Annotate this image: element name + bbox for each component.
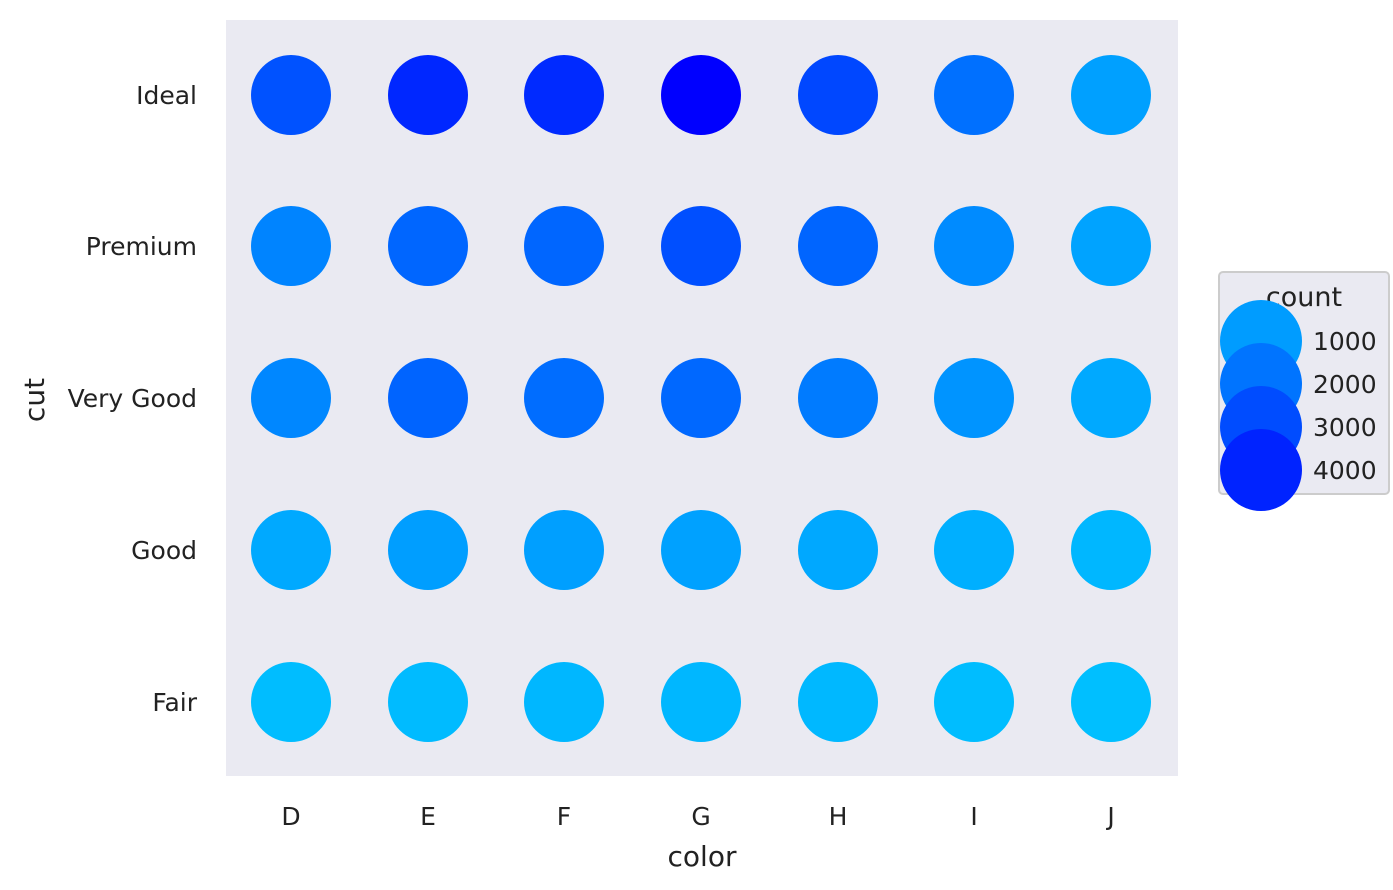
y-tick-labels: Ideal Premium Very Good Good Fair: [68, 81, 198, 717]
point-H-ideal: [798, 55, 878, 135]
points-layer: [251, 55, 1151, 742]
legend-entries: 1000 2000 3000 4000: [1220, 300, 1377, 511]
point-G-fair: [661, 662, 741, 742]
point-H-fair: [798, 662, 878, 742]
y-axis-title: cut: [18, 378, 51, 422]
point-D-very-good: [251, 358, 331, 438]
x-tick-label: E: [420, 802, 436, 831]
y-tick-label: Good: [131, 536, 197, 565]
point-I-fair: [934, 662, 1014, 742]
point-E-premium: [388, 206, 468, 286]
point-D-premium: [251, 206, 331, 286]
legend-label: 3000: [1313, 413, 1377, 442]
point-F-ideal: [524, 55, 604, 135]
point-I-premium: [934, 206, 1014, 286]
point-G-good: [661, 510, 741, 590]
y-tick-label: Fair: [152, 688, 197, 717]
legend-label: 1000: [1313, 327, 1377, 356]
y-tick-label: Very Good: [68, 384, 197, 413]
point-F-good: [524, 510, 604, 590]
x-tick-label: I: [970, 802, 977, 831]
legend-label: 4000: [1313, 456, 1377, 485]
x-tick-label: H: [829, 802, 848, 831]
point-E-very-good: [388, 358, 468, 438]
point-D-fair: [251, 662, 331, 742]
y-tick-label: Ideal: [136, 81, 197, 110]
x-tick-labels: D E F G H I J: [281, 802, 1114, 831]
point-J-good: [1071, 510, 1151, 590]
point-E-good: [388, 510, 468, 590]
x-tick-label: D: [281, 802, 300, 831]
x-tick-label: J: [1105, 802, 1114, 831]
point-H-premium: [798, 206, 878, 286]
point-J-fair: [1071, 662, 1151, 742]
point-J-very-good: [1071, 358, 1151, 438]
point-G-premium: [661, 206, 741, 286]
point-I-ideal: [934, 55, 1014, 135]
point-F-very-good: [524, 358, 604, 438]
legend-marker: [1220, 429, 1302, 511]
point-F-fair: [524, 662, 604, 742]
x-tick-label: G: [691, 802, 710, 831]
x-axis-title: color: [668, 840, 737, 873]
point-I-good: [934, 510, 1014, 590]
point-J-premium: [1071, 206, 1151, 286]
point-F-premium: [524, 206, 604, 286]
point-D-good: [251, 510, 331, 590]
point-I-very-good: [934, 358, 1014, 438]
point-G-ideal: [661, 55, 741, 135]
point-G-very-good: [661, 358, 741, 438]
point-J-ideal: [1071, 55, 1151, 135]
x-tick-label: F: [557, 802, 571, 831]
point-D-ideal: [251, 55, 331, 135]
point-E-ideal: [388, 55, 468, 135]
legend-label: 2000: [1313, 370, 1377, 399]
point-H-good: [798, 510, 878, 590]
point-E-fair: [388, 662, 468, 742]
point-H-very-good: [798, 358, 878, 438]
y-tick-label: Premium: [86, 232, 197, 261]
